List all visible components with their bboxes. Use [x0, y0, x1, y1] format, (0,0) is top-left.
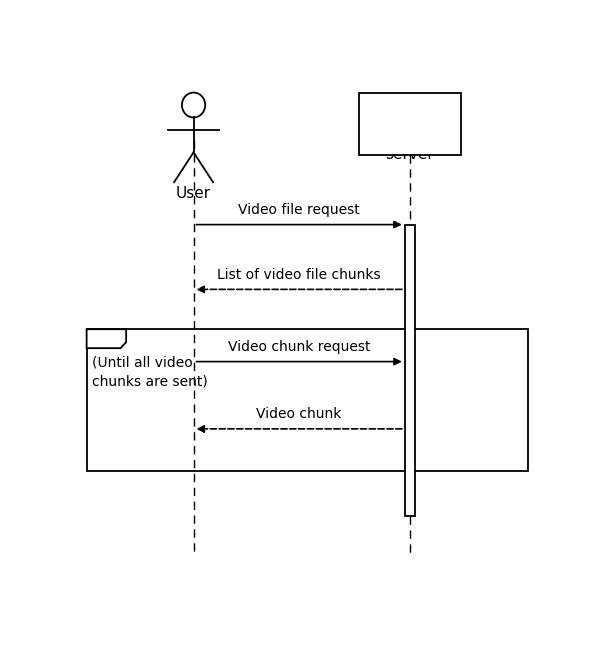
Text: Loop: Loop: [90, 332, 123, 345]
Text: Video chunk: Video chunk: [256, 408, 342, 421]
Polygon shape: [86, 329, 126, 348]
Text: User: User: [176, 186, 211, 201]
Bar: [359, 93, 461, 155]
Text: Video
streaming
server: Video streaming server: [371, 107, 448, 162]
Text: Video file request: Video file request: [238, 203, 360, 217]
Text: (Until all video
chunks are sent): (Until all video chunks are sent): [92, 356, 208, 388]
Text: Video chunk request: Video chunk request: [228, 340, 370, 354]
Bar: [86, 329, 529, 471]
Bar: [404, 225, 415, 516]
Text: List of video file chunks: List of video file chunks: [217, 268, 381, 282]
